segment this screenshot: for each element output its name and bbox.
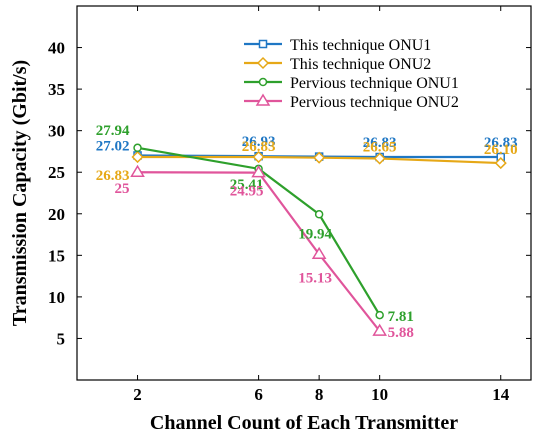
y-tick-label: 15 [48, 246, 65, 265]
data-label: 7.81 [388, 309, 414, 325]
x-axis-title: Channel Count of Each Transmitter [150, 412, 458, 434]
data-label: 15.13 [298, 270, 332, 286]
data-point-marker [251, 165, 266, 178]
data-point-marker [311, 246, 327, 260]
series-line [137, 171, 381, 332]
series-layer [130, 143, 507, 336]
data-point-marker [375, 310, 384, 320]
data-point-marker [133, 143, 142, 153]
y-tick-label: 25 [48, 163, 65, 182]
data-label: 26.83 [363, 135, 397, 151]
data-point-marker [130, 164, 145, 177]
legend-marker [255, 93, 271, 106]
legend-item: This technique ONU1 [244, 37, 431, 54]
y-tick-label: 35 [48, 80, 65, 99]
data-label: 26.83 [484, 135, 518, 151]
y-axis-title: Transmission Capacity (Gbit/s) [9, 60, 31, 326]
legend-item: Pervious technique ONU2 [244, 93, 459, 111]
x-tick-label: 14 [492, 385, 510, 404]
x-tick-label: 2 [133, 385, 142, 404]
data-label: 26.83 [242, 139, 276, 155]
y-tick-label: 10 [48, 288, 65, 307]
legend-item: This technique ONU2 [244, 56, 431, 73]
series-line [137, 146, 381, 316]
data-label: 5.88 [388, 325, 414, 341]
data-label: 26.93 [242, 134, 276, 150]
legend-item: Pervious technique ONU1 [244, 75, 459, 92]
data-point-marker [314, 210, 324, 219]
y-tick-label: 40 [48, 39, 65, 58]
x-tick-label: 6 [254, 385, 263, 404]
plot-frame [76, 5, 532, 381]
y-tick-label: 20 [48, 205, 65, 224]
data-label: 25 [115, 181, 130, 197]
legend-marker [256, 56, 270, 70]
data-point-marker [252, 150, 265, 164]
data-label: 26.83 [96, 168, 130, 184]
legend-label: This technique ONU2 [290, 56, 431, 73]
data-label: 26.65 [363, 140, 397, 156]
series-2 [131, 150, 507, 170]
data-label: 24.95 [230, 184, 264, 200]
data-label: 19.94 [298, 226, 332, 242]
x-tick-label: 8 [315, 385, 324, 404]
data-point-marker [494, 157, 507, 170]
legend-label: Pervious technique ONU1 [290, 75, 459, 92]
legend-marker [258, 77, 268, 87]
axis-ticks: 2 6 8 10 14 5 10 15 20 25 30 35 40 [48, 6, 531, 404]
data-point-marker [313, 151, 326, 164]
series-4 [130, 164, 387, 336]
data-label: 27.02 [96, 138, 130, 154]
x-tick-label: 10 [371, 385, 388, 404]
data-point-marker [372, 323, 387, 336]
legend-label: This technique ONU1 [290, 37, 431, 54]
y-tick-label: 30 [48, 122, 65, 141]
data-label: 26.10 [484, 142, 518, 158]
data-point-marker [373, 152, 386, 165]
y-tick-label: 5 [57, 329, 66, 348]
legend: This technique ONU1 This technique ONU2 Pe… [244, 37, 459, 111]
data-label: 27.94 [96, 123, 130, 139]
legend-marker [258, 39, 268, 49]
data-point-marker [131, 150, 144, 164]
legend-label: Pervious technique ONU2 [290, 94, 459, 111]
data-label: 25.41 [230, 177, 264, 193]
